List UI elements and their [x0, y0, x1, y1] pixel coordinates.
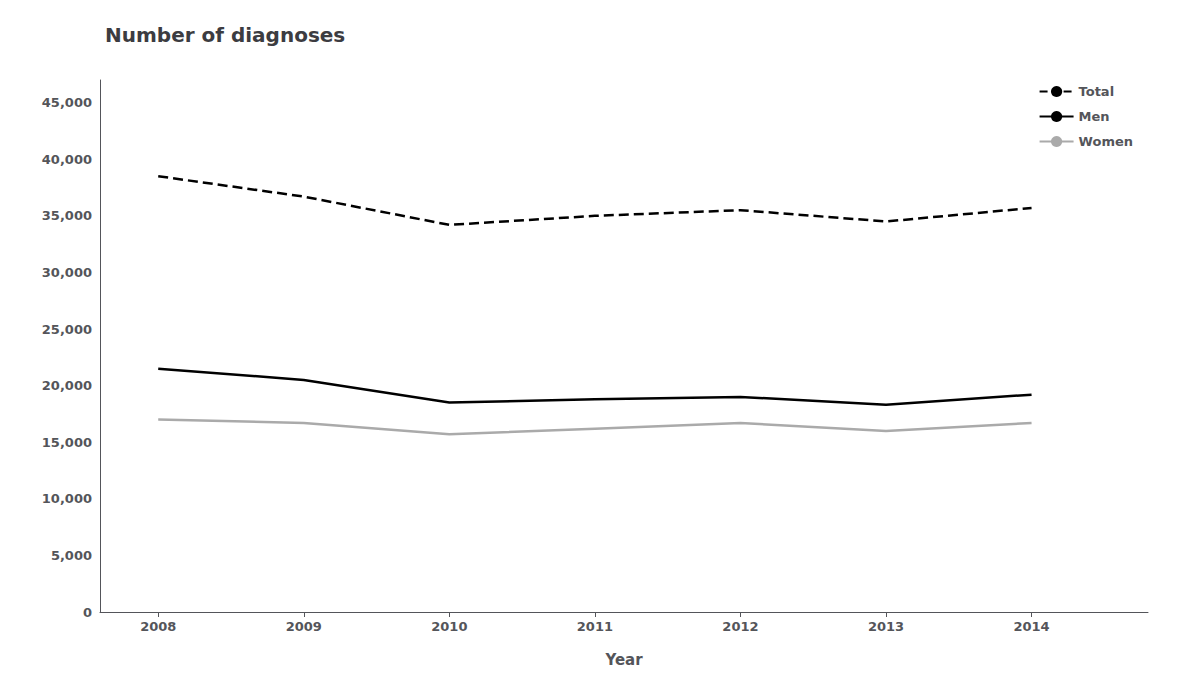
svg-text:2010: 2010	[431, 619, 467, 634]
svg-text:0: 0	[83, 605, 92, 620]
svg-text:15,000: 15,000	[42, 435, 92, 450]
svg-text:30,000: 30,000	[42, 265, 92, 280]
svg-text:Women: Women	[1079, 134, 1133, 149]
svg-text:Total: Total	[1079, 84, 1115, 99]
svg-text:Men: Men	[1079, 109, 1110, 124]
svg-text:2011: 2011	[577, 619, 613, 634]
svg-text:2009: 2009	[286, 619, 322, 634]
svg-text:2008: 2008	[140, 619, 176, 634]
svg-text:20,000: 20,000	[42, 378, 92, 393]
svg-text:Number of diagnoses: Number of diagnoses	[105, 23, 345, 47]
svg-text:2014: 2014	[1013, 619, 1049, 634]
svg-text:35,000: 35,000	[42, 208, 92, 223]
svg-text:45,000: 45,000	[42, 95, 92, 110]
svg-text:2012: 2012	[722, 619, 758, 634]
svg-text:40,000: 40,000	[42, 152, 92, 167]
svg-text:2013: 2013	[868, 619, 904, 634]
svg-text:10,000: 10,000	[42, 491, 92, 506]
svg-text:Year: Year	[604, 651, 643, 669]
svg-text:25,000: 25,000	[42, 322, 92, 337]
svg-text:5,000: 5,000	[51, 548, 92, 563]
